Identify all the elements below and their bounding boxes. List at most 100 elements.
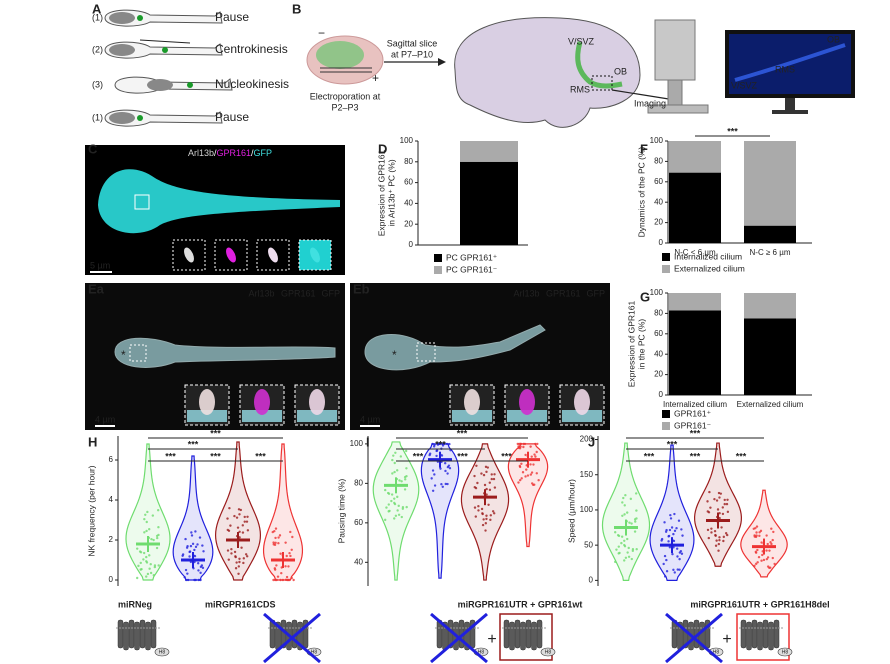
jitter-point [136,576,139,580]
jitter-point [188,555,191,558]
jitter-point [754,562,758,566]
helix [773,619,780,649]
bar-segment [669,310,721,395]
panel-a: A [92,1,102,16]
jitter-point [433,443,436,446]
jitter-point [768,549,771,552]
jitter-point [148,554,151,557]
jitter-point [473,474,476,478]
x-tick-label: N-C < 6 µm [674,248,716,257]
jitter-point [439,467,442,470]
jitter-point [530,455,533,458]
jitter-point [484,465,488,469]
caption: at P7–P10 [391,49,433,59]
jitter-point [757,555,761,559]
jitter-point [288,578,291,582]
electrode-sign: − [318,26,325,40]
jitter-point [667,534,671,538]
jitter-point [529,463,532,466]
y-tick-label: 60 [654,329,663,338]
jitter-point [477,509,480,512]
jitter-point [718,496,721,499]
screen-label: V/SVZ [731,80,758,90]
significance-label: *** [736,451,747,461]
channel-name: / [214,148,217,158]
jitter-point [671,552,674,556]
jitter-point [139,561,142,565]
jitter-point [238,513,241,516]
jitter-point [680,528,683,531]
jitter-point [623,559,626,562]
jitter-point [630,522,633,525]
jitter-point [529,473,533,476]
step-label: Centrokinesis [215,42,288,56]
nucleus-marker: * [121,348,126,362]
jitter-point [228,506,231,510]
jitter-point [290,576,293,580]
jitter-point [665,528,668,532]
jitter-point [237,508,241,511]
jitter-point [616,534,620,537]
panel-label: J [588,434,595,449]
arrowhead [438,58,446,66]
violin [601,442,651,581]
jitter-point [718,538,721,542]
y-tick-label: 0 [109,575,114,584]
jitter-point [493,486,497,489]
membrane [187,410,227,422]
jitter-point [446,482,449,486]
jitter-point [397,504,400,508]
jitter-point [394,514,398,517]
y-tick-label: 80 [654,309,663,318]
jitter-point [284,565,287,568]
jitter-point [770,527,773,530]
jitter-point [623,543,626,547]
bar-segment [744,225,796,243]
x-tick-label: Internalized cilium [663,400,727,409]
jitter-point [492,477,496,481]
jitter-point [242,561,245,565]
inset [172,239,206,271]
electrode-sign: + [372,71,379,85]
significance-label: *** [255,451,266,461]
jitter-point [715,499,719,502]
cilium [184,247,194,263]
jitter-point [186,544,189,548]
jitter-point [430,477,433,480]
knockdown-cross [263,612,321,664]
helix [520,621,526,651]
region-label: RMS [570,84,590,94]
bar-segment [669,141,721,173]
jitter-point [765,557,769,561]
jitter-point [769,566,772,569]
h8-label: H8 [311,649,318,655]
jitter-point [726,510,730,514]
jitter-point [718,536,721,539]
h8-label: H8 [159,649,166,655]
jitter-point [710,527,713,530]
panel-label: Ea [88,281,105,296]
legend-label: GPR161⁻ [674,420,712,430]
jitter-point [431,442,434,446]
y-tick-label: 100 [650,136,664,145]
jitter-point [197,578,200,582]
jitter-point [238,557,241,561]
jitter-point [144,513,147,516]
caption: Sagittal slice [387,38,438,48]
jitter-point [241,531,245,534]
cell [114,76,233,94]
jitter-point [403,488,407,491]
jitter-point [443,461,447,465]
jitter-point [404,478,407,481]
region-label: V/SVZ [568,36,595,46]
jitter-point [289,554,292,558]
jitter-point [140,567,143,571]
jitter-point [396,469,399,472]
rescue-box [736,613,790,661]
jitter-point [196,562,200,565]
helix [150,619,157,649]
jitter-point [404,449,408,453]
jitter-point [191,542,195,546]
jitter-point [152,573,155,577]
jitter-point [520,477,523,480]
